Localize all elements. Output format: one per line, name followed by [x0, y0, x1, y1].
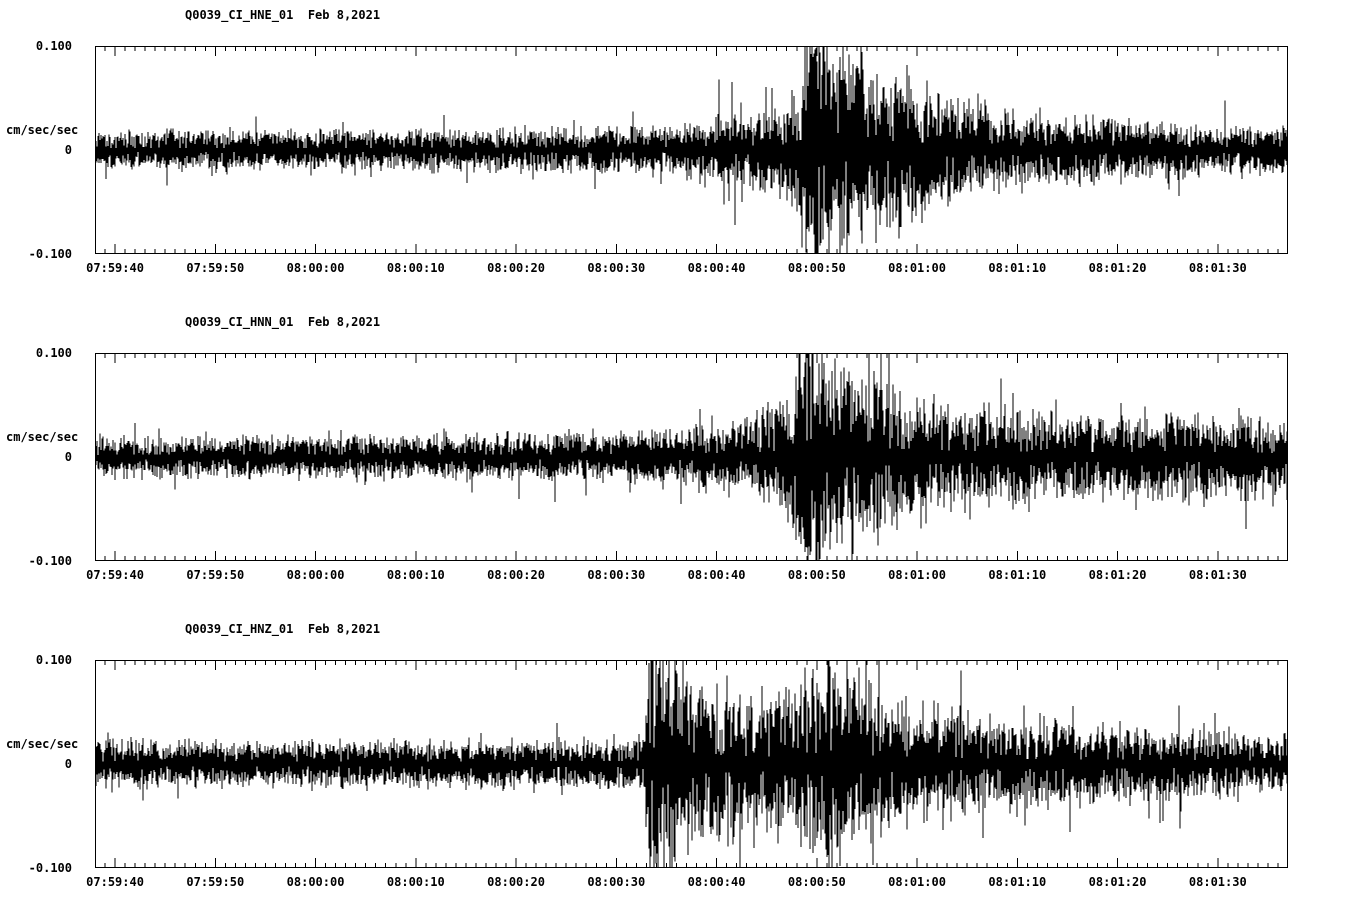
x-tick-label: 07:59:50	[186, 261, 245, 275]
x-tick-label: 08:00:50	[787, 261, 846, 275]
x-tick-label: 08:01:10	[988, 568, 1047, 582]
x-tick-label: 08:00:50	[787, 568, 846, 582]
waveform-plot	[95, 46, 1288, 254]
x-tick-label: 07:59:50	[186, 875, 245, 889]
x-tick-label: 08:00:40	[687, 568, 746, 582]
x-tick-label: 08:00:00	[286, 568, 345, 582]
x-tick-label: 08:00:40	[687, 261, 746, 275]
x-tick-label: 08:00:00	[286, 261, 345, 275]
x-tick-label: 08:01:30	[1188, 875, 1247, 889]
x-tick-label: 08:00:10	[386, 875, 445, 889]
seismogram-panel-hnz: Q0039_CI_HNZ_01 Feb 8,2021 cm/sec/sec 0.…	[0, 622, 1358, 922]
y-tick-zero: 0	[64, 450, 72, 464]
x-tick-label: 08:00:40	[687, 875, 746, 889]
waveform-path	[95, 353, 1288, 561]
x-tick-label: 08:00:10	[386, 568, 445, 582]
x-tick-label: 08:00:20	[487, 568, 545, 582]
x-tick-label: 08:01:30	[1188, 568, 1247, 582]
seismogram-svg	[95, 353, 1288, 561]
y-axis-unit-label: cm/sec/sec	[6, 430, 79, 444]
y-tick-max: 0.100	[35, 346, 72, 360]
y-tick-zero: 0	[64, 757, 72, 771]
x-tick-label: 08:01:10	[988, 261, 1047, 275]
x-tick-label: 08:00:20	[487, 261, 545, 275]
x-tick-label: 08:01:10	[988, 875, 1047, 889]
x-tick-label: 08:01:20	[1088, 568, 1147, 582]
y-tick-max: 0.100	[35, 39, 72, 53]
x-tick-label: 08:01:20	[1088, 875, 1147, 889]
x-tick-label: 08:00:30	[587, 568, 646, 582]
seismogram-panel-hne: Q0039_CI_HNE_01 Feb 8,2021 cm/sec/sec 0.…	[0, 8, 1358, 308]
x-tick-label: 08:00:30	[587, 875, 646, 889]
seismogram-panel-hnn: Q0039_CI_HNN_01 Feb 8,2021 cm/sec/sec 0.…	[0, 315, 1358, 615]
x-tick-label: 08:01:30	[1188, 261, 1247, 275]
x-tick-label: 08:01:00	[888, 568, 946, 582]
waveform-path	[95, 46, 1288, 254]
y-tick-max: 0.100	[35, 653, 72, 667]
y-axis-unit-label: cm/sec/sec	[6, 737, 79, 751]
x-tick-label: 07:59:50	[186, 568, 245, 582]
x-tick-label: 08:01:00	[888, 875, 946, 889]
axis-ticks	[96, 661, 1287, 867]
trace-title: Q0039_CI_HNZ_01 Feb 8,2021	[185, 622, 381, 636]
x-tick-label: 07:59:40	[86, 568, 144, 582]
x-tick-label: 08:00:30	[587, 261, 646, 275]
time-axis-labels: 07:59:40 07:59:50 08:00:00 08:00:10 08:00:20…	[0, 875, 1358, 891]
axis-ticks	[96, 47, 1287, 253]
time-axis-labels: 07:59:40 07:59:50 08:00:00 08:00:10 08:00:20…	[0, 261, 1358, 277]
trace-title: Q0039_CI_HNE_01 Feb 8,2021	[185, 8, 381, 22]
y-axis-unit-label: cm/sec/sec	[6, 123, 79, 137]
x-tick-label: 07:59:40	[86, 261, 144, 275]
trace-title: Q0039_CI_HNN_01 Feb 8,2021	[185, 315, 381, 329]
waveform-path	[95, 660, 1288, 868]
y-tick-min: -0.100	[28, 861, 72, 875]
x-tick-label: 08:00:50	[787, 875, 846, 889]
waveform-plot	[95, 660, 1288, 868]
x-tick-label: 08:00:10	[386, 261, 445, 275]
seismogram-svg	[95, 46, 1288, 254]
x-tick-label: 08:01:20	[1088, 261, 1147, 275]
y-tick-min: -0.100	[28, 554, 72, 568]
y-tick-min: -0.100	[28, 247, 72, 261]
y-tick-zero: 0	[64, 143, 72, 157]
axis-ticks	[96, 354, 1287, 560]
x-tick-label: 07:59:40	[86, 875, 144, 889]
x-tick-label: 08:00:20	[487, 875, 545, 889]
time-axis-labels: 07:59:40 07:59:50 08:00:00 08:00:10 08:00:20…	[0, 568, 1358, 584]
x-tick-label: 08:00:00	[286, 875, 345, 889]
x-tick-label: 08:01:00	[888, 261, 946, 275]
seismogram-svg	[95, 660, 1288, 868]
waveform-plot	[95, 353, 1288, 561]
